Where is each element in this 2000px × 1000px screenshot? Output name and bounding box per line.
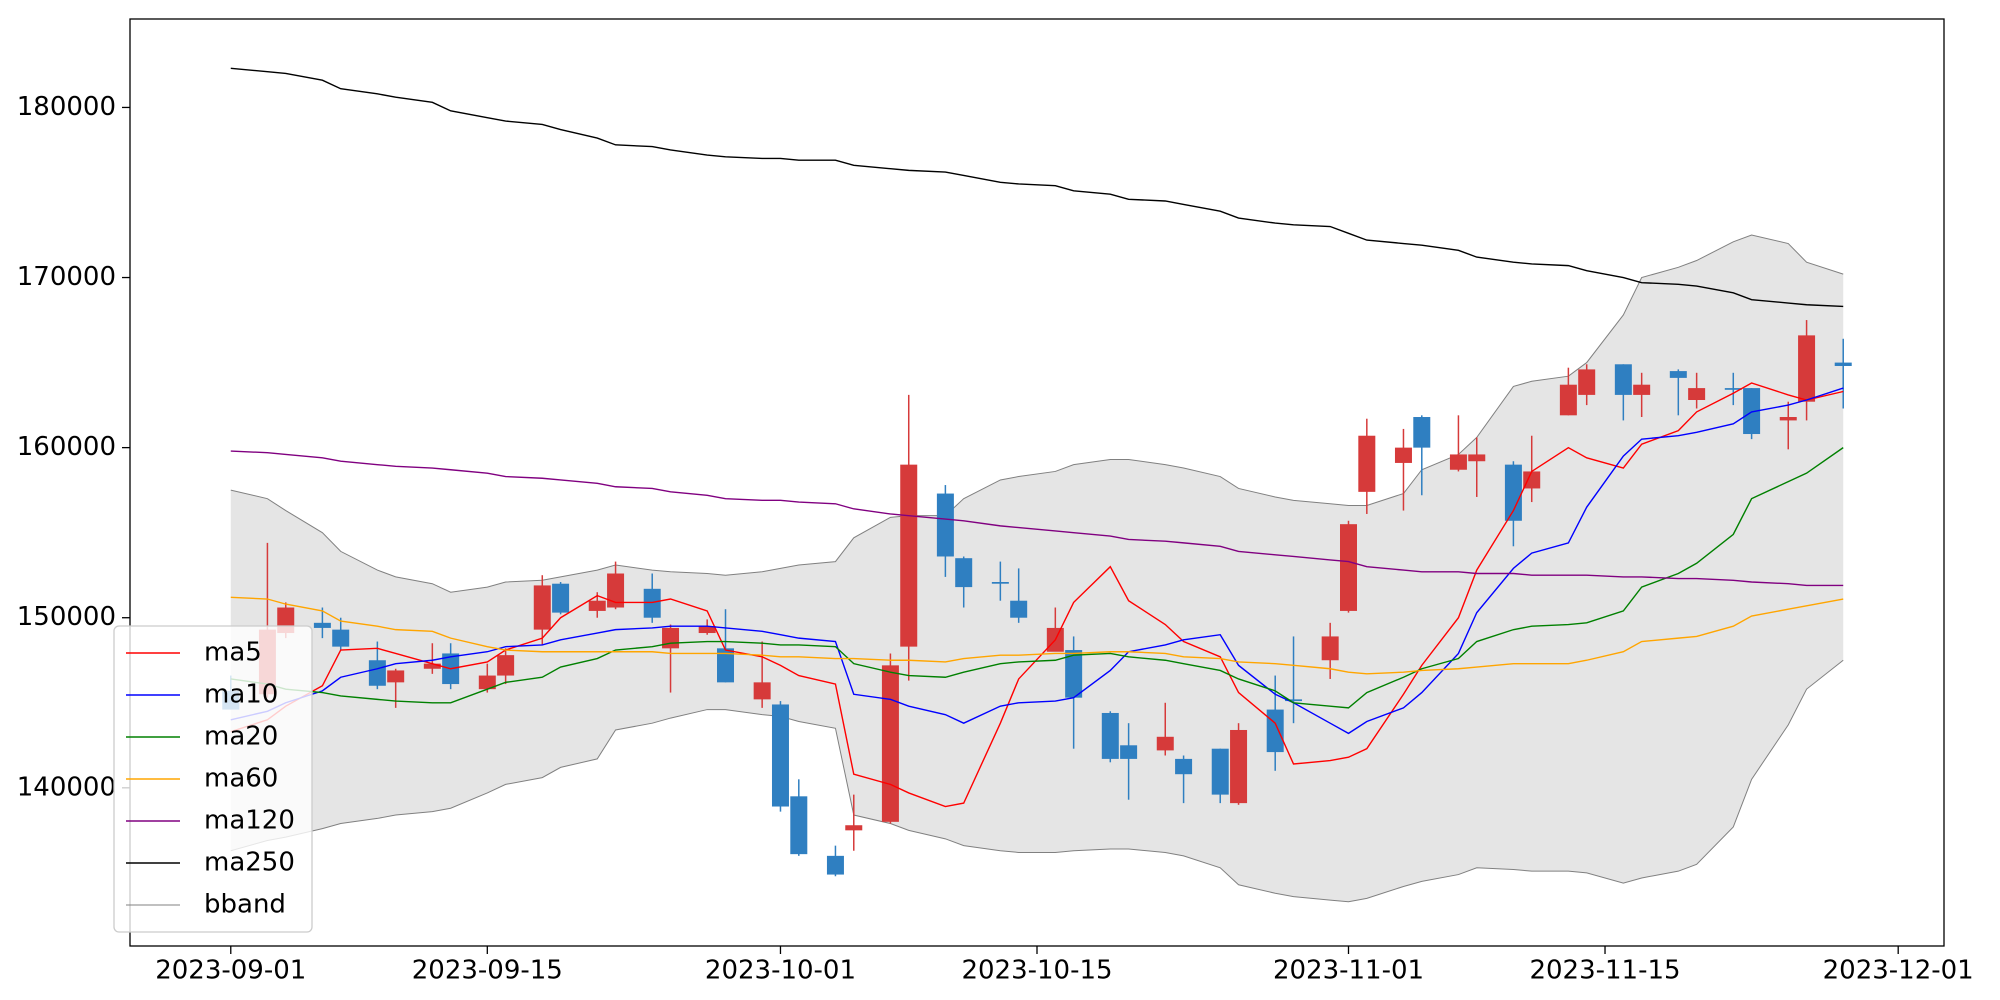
ma-line xyxy=(230,447,1844,709)
legend-box xyxy=(113,625,313,933)
candle-body xyxy=(1669,371,1687,378)
band-edge xyxy=(230,659,1844,903)
candle-body xyxy=(845,825,863,831)
candle-body xyxy=(1743,388,1761,435)
candle-body xyxy=(368,660,386,686)
x-tick-label: 2023-10-15 xyxy=(961,956,1112,986)
legend-label: ma10 xyxy=(204,680,278,710)
candle-body xyxy=(1834,362,1852,366)
x-tick-label: 2023-11-15 xyxy=(1529,956,1680,986)
candle-body xyxy=(1266,709,1284,753)
candle-body xyxy=(1211,748,1229,795)
candle-body xyxy=(1559,384,1577,416)
candle-body xyxy=(662,627,680,649)
y-tick-label: 150000 xyxy=(17,602,116,632)
candle-body xyxy=(1798,335,1816,402)
legend-label: ma120 xyxy=(204,806,295,836)
candle-body xyxy=(826,855,844,875)
candle-body xyxy=(1065,650,1083,698)
candle-body xyxy=(332,629,350,647)
candle-body xyxy=(1156,736,1174,751)
candle-body xyxy=(1779,417,1797,421)
x-tick-label: 2023-09-15 xyxy=(412,956,563,986)
legend-label: ma60 xyxy=(204,764,278,794)
ma-line xyxy=(230,596,1844,675)
candle-body xyxy=(1285,699,1303,702)
candle-body xyxy=(607,573,625,608)
legend-label: bband xyxy=(204,890,286,920)
candle-body xyxy=(478,675,496,690)
y-tick-label: 140000 xyxy=(17,772,116,802)
candle-body xyxy=(423,663,441,669)
candle-body xyxy=(771,704,789,807)
candle-body xyxy=(1468,454,1486,462)
candle-body xyxy=(1633,384,1651,395)
candle-body xyxy=(955,558,973,588)
candle-body xyxy=(1120,745,1138,759)
candle-body xyxy=(643,588,661,618)
candle-body xyxy=(1523,471,1541,489)
ma-line xyxy=(230,67,1844,308)
candle-body xyxy=(698,626,716,634)
candle-body xyxy=(753,682,771,700)
candle-body xyxy=(991,582,1009,584)
x-tick-label: 2023-12-01 xyxy=(1823,956,1974,986)
candle-body xyxy=(1449,454,1467,470)
candle-body xyxy=(1724,388,1742,390)
candle-body xyxy=(588,600,606,611)
ma-line xyxy=(230,387,1844,735)
y-tick-label: 160000 xyxy=(17,432,116,462)
candle-body xyxy=(1578,369,1596,395)
candle-body xyxy=(1175,758,1193,775)
candle-body xyxy=(1688,388,1706,401)
candle-body xyxy=(717,648,735,683)
candle-body xyxy=(552,583,570,613)
legend-label: ma5 xyxy=(204,638,262,668)
candle-body xyxy=(313,622,331,628)
candle-body xyxy=(936,493,954,557)
candle-body xyxy=(790,796,808,855)
candle-body xyxy=(1010,600,1028,618)
ma-line xyxy=(230,382,1844,808)
candle-body xyxy=(1614,364,1632,395)
candle-body xyxy=(881,665,899,822)
legend-label: ma20 xyxy=(204,722,278,752)
x-tick-label: 2023-09-01 xyxy=(155,956,306,986)
candle-body xyxy=(497,655,515,676)
x-tick-label: 2023-10-01 xyxy=(705,956,856,986)
legend-label: ma250 xyxy=(204,848,295,878)
candle-body xyxy=(1358,435,1376,492)
x-tick-label: 2023-11-01 xyxy=(1273,956,1424,986)
candle-body xyxy=(533,585,551,630)
band-edge xyxy=(230,234,1844,593)
candle-body xyxy=(900,464,918,647)
candle-body xyxy=(1339,524,1357,611)
y-tick-label: 170000 xyxy=(17,262,116,292)
candle-body xyxy=(1101,712,1119,759)
candle-body xyxy=(1321,636,1339,661)
band-area xyxy=(230,235,1844,902)
candle-body xyxy=(1394,447,1412,463)
candle-body xyxy=(1230,729,1248,804)
ma-line xyxy=(230,450,1844,587)
candle-body xyxy=(1504,464,1522,521)
candle-body xyxy=(387,670,405,683)
y-tick-label: 180000 xyxy=(17,92,116,122)
candle-body xyxy=(1413,417,1431,448)
